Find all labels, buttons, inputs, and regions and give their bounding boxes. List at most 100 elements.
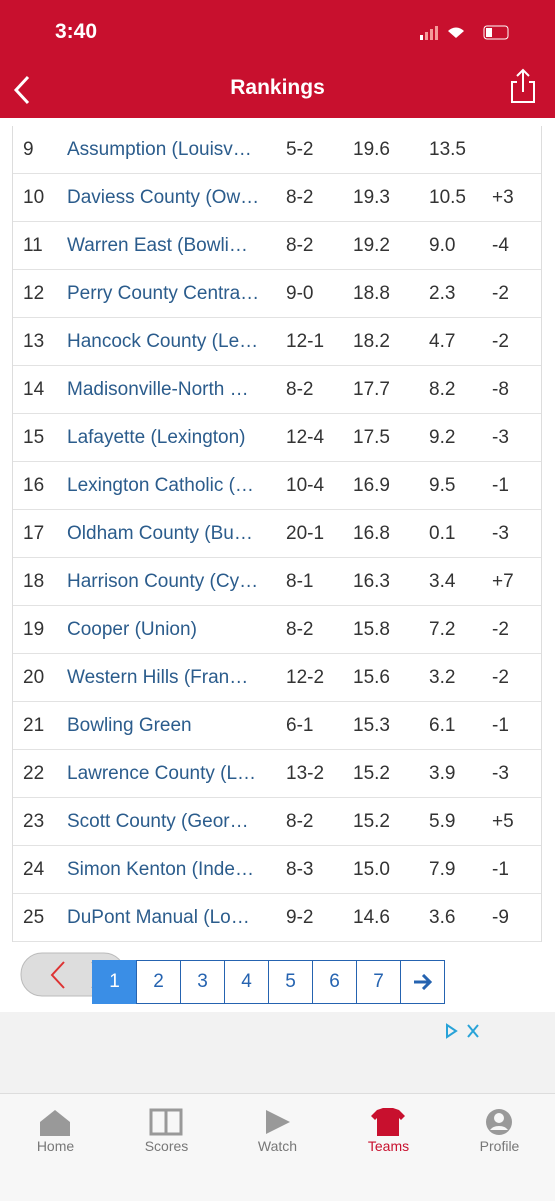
change: -9: [492, 907, 509, 928]
change: -1: [492, 715, 509, 736]
page-button[interactable]: 5: [268, 960, 313, 1004]
table-row[interactable]: 16 Lexington Catholic (… 10-4 16.9 9.5 -1: [13, 462, 541, 510]
ad-banner: [0, 1012, 555, 1093]
record: 8-2: [286, 379, 314, 400]
team[interactable]: Bowling Green: [67, 715, 192, 736]
team[interactable]: Warren East (Bowli…: [67, 235, 248, 256]
change: -3: [492, 763, 509, 784]
team[interactable]: DuPont Manual (Lo…: [67, 907, 250, 928]
share-button[interactable]: [508, 68, 538, 104]
rank: 18: [23, 571, 45, 592]
rating: 15.2: [353, 763, 390, 784]
page-button[interactable]: 1: [92, 960, 137, 1004]
rank: 12: [23, 283, 45, 304]
team[interactable]: Assumption (Louisv…: [67, 139, 252, 160]
sos: 9.0: [429, 235, 456, 256]
table-row[interactable]: 19 Cooper (Union) 8-2 15.8 7.2 -2: [13, 606, 541, 654]
team[interactable]: Perry County Centra…: [67, 283, 260, 304]
table-row[interactable]: 22 Lawrence County (L… 13-2 15.2 3.9 -3: [13, 750, 541, 798]
change: -1: [492, 859, 509, 880]
ad-close[interactable]: [444, 1022, 484, 1040]
change: -3: [492, 523, 509, 544]
rank: 15: [23, 427, 45, 448]
table-row[interactable]: 15 Lafayette (Lexington) 12-4 17.5 9.2 -3: [13, 414, 541, 462]
change: -2: [492, 667, 509, 688]
change: +7: [492, 571, 514, 592]
rating: 19.2: [353, 235, 390, 256]
rating: 17.7: [353, 379, 390, 400]
team[interactable]: Harrison County (Cy…: [67, 571, 259, 592]
record: 10-4: [286, 475, 325, 496]
table-row[interactable]: 20 Western Hills (Fran… 12-2 15.6 3.2 -2: [13, 654, 541, 702]
rank: 22: [23, 763, 45, 784]
team[interactable]: Scott County (Geor…: [67, 811, 249, 832]
team[interactable]: Cooper (Union): [67, 619, 197, 640]
rank: 10: [23, 187, 45, 208]
next-page[interactable]: [400, 960, 445, 1004]
sos: 10.5: [429, 187, 466, 208]
page-button[interactable]: 6: [312, 960, 357, 1004]
next-arrow: [413, 974, 432, 990]
tab-label: Profile: [479, 1138, 520, 1154]
rating: 19.3: [353, 187, 390, 208]
rating: 19.6: [353, 139, 390, 160]
tab-icon: [149, 1108, 183, 1136]
tab-icon: [266, 1110, 290, 1134]
change: -2: [492, 619, 509, 640]
table-row[interactable]: 24 Simon Kenton (Inde… 8-3 15.0 7.9 -1: [13, 846, 541, 894]
team[interactable]: Madisonville-North …: [67, 379, 249, 400]
table-row[interactable]: 9 Assumption (Louisv… 5-2 19.6 13.5: [13, 126, 541, 174]
record: 12-1: [286, 331, 325, 352]
rank: 21: [23, 715, 45, 736]
team[interactable]: Lawrence County (L…: [67, 763, 257, 784]
table-row[interactable]: 18 Harrison County (Cy… 8-1 16.3 3.4 +7: [13, 558, 541, 606]
table-row[interactable]: 25 DuPont Manual (Lo… 9-2 14.6 3.6 -9: [13, 894, 541, 942]
change: -4: [492, 235, 509, 256]
table-row[interactable]: 12 Perry County Centra… 9-0 18.8 2.3 -2: [13, 270, 541, 318]
table-row[interactable]: 17 Oldham County (Bu… 20-1 16.8 0.1 -3: [13, 510, 541, 558]
team[interactable]: Oldham County (Bu…: [67, 523, 253, 544]
header-title: Rankings: [230, 76, 325, 99]
sos: 5.9: [429, 811, 456, 832]
tab-label: Watch: [257, 1138, 298, 1154]
record: 8-2: [286, 619, 314, 640]
rank: 16: [23, 475, 45, 496]
team[interactable]: Lafayette (Lexington): [67, 427, 246, 448]
tab-label: Home: [36, 1138, 75, 1154]
back-button[interactable]: [10, 74, 34, 106]
rank: 23: [23, 811, 45, 832]
team[interactable]: Lexington Catholic (…: [67, 475, 254, 496]
record: 8-3: [286, 859, 314, 880]
team[interactable]: Simon Kenton (Inde…: [67, 859, 254, 880]
table-row[interactable]: 21 Bowling Green 6-1 15.3 6.1 -1: [13, 702, 541, 750]
table-row[interactable]: 14 Madisonville-North … 8-2 17.7 8.2 -8: [13, 366, 541, 414]
sos: 6.1: [429, 715, 456, 736]
tab-icon: [40, 1110, 70, 1136]
table-row[interactable]: 23 Scott County (Geor… 8-2 15.2 5.9 +5: [13, 798, 541, 846]
rank: 19: [23, 619, 45, 640]
sos: 13.5: [429, 139, 466, 160]
team[interactable]: Western Hills (Fran…: [67, 667, 249, 688]
rank: 13: [23, 331, 45, 352]
page-button[interactable]: 4: [224, 960, 269, 1004]
rank: 17: [23, 523, 45, 544]
status-time: 3:40: [55, 20, 98, 43]
sos: 9.5: [429, 475, 456, 496]
team[interactable]: Hancock County (Le…: [67, 331, 259, 352]
page-button[interactable]: 2: [136, 960, 181, 1004]
page-button[interactable]: 3: [180, 960, 225, 1004]
status-icons: [420, 25, 509, 40]
table-row[interactable]: 11 Warren East (Bowli… 8-2 19.2 9.0 -4: [13, 222, 541, 270]
rating: 17.5: [353, 427, 390, 448]
team[interactable]: Daviess County (Ow…: [67, 187, 260, 208]
tab-icon: [371, 1108, 405, 1136]
change: -3: [492, 427, 509, 448]
table-row[interactable]: 10 Daviess County (Ow… 8-2 19.3 10.5 +3: [13, 174, 541, 222]
sos: 7.2: [429, 619, 456, 640]
record: 12-2: [286, 667, 325, 688]
record: 9-0: [286, 283, 314, 304]
table-row[interactable]: 13 Hancock County (Le… 12-1 18.2 4.7 -2: [13, 318, 541, 366]
page-button[interactable]: 7: [356, 960, 401, 1004]
